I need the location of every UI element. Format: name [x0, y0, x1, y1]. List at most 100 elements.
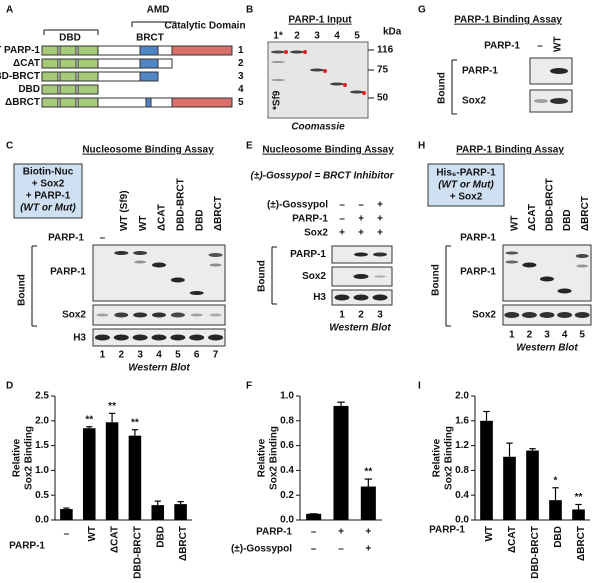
- condition-text: + PARP-1: [26, 191, 71, 202]
- lane-number: 4: [156, 350, 162, 361]
- bar: [333, 405, 349, 520]
- construct-number: 2: [238, 58, 244, 69]
- x-tick-label: ΔCAT: [507, 526, 518, 553]
- lane-header: DBD: [194, 209, 205, 231]
- bar: [105, 422, 119, 520]
- band: [353, 294, 369, 301]
- construct-number: 4: [238, 84, 244, 95]
- lane-number: 3: [377, 310, 383, 321]
- dbd-domain: [77, 84, 99, 95]
- dbd-domain: [41, 45, 59, 56]
- lane-number: 1: [509, 330, 515, 341]
- lane-number: 5: [175, 350, 181, 361]
- bound-label: Bound: [257, 260, 268, 292]
- method-label: Western Blot: [128, 363, 190, 374]
- bar: [503, 456, 516, 520]
- band: [152, 312, 166, 318]
- lane-header: ΔBRCT: [580, 196, 591, 231]
- condition-text: + Sox2: [32, 179, 65, 190]
- condition-mark: –: [338, 544, 344, 555]
- lane-number: 1: [339, 310, 345, 321]
- lane-number: 1: [100, 350, 106, 361]
- lane-number: 7: [213, 350, 219, 361]
- band: [534, 99, 548, 103]
- bar: [480, 420, 493, 520]
- lane-number: 3: [137, 350, 143, 361]
- lane-number: 4: [562, 330, 568, 341]
- y-axis-label: Relative: [257, 438, 268, 477]
- band: [189, 291, 204, 295]
- brct-domain: [139, 58, 159, 69]
- band: [575, 254, 589, 258]
- y-tick-label: 0.2: [280, 490, 294, 501]
- blot-label: H3: [313, 292, 326, 303]
- dbd-domain: [41, 84, 59, 95]
- band: [557, 288, 572, 294]
- y-tick-label: 1.2: [455, 440, 469, 451]
- panel-title: Nucleosome Binding Assay: [82, 145, 214, 156]
- panel-label: F: [246, 381, 252, 392]
- catalytic-domain: [171, 97, 233, 108]
- dbd-domain: [41, 71, 59, 82]
- bound-label: Bound: [431, 264, 442, 296]
- lane-number: 6: [194, 350, 200, 361]
- condition-text: (WT or Mut): [438, 180, 494, 191]
- blot-label: Sox2: [62, 310, 86, 321]
- panel-label: E: [246, 141, 253, 152]
- panel-label: A: [6, 5, 13, 16]
- lane-label: 1*: [273, 31, 283, 42]
- blot-label: PARP-1: [462, 66, 498, 77]
- bar: [151, 505, 165, 520]
- band: [372, 294, 388, 301]
- condition-text: + Sox2: [450, 192, 483, 203]
- condition-mark: +: [358, 214, 364, 225]
- band: [189, 334, 205, 341]
- x-tick-label: DBD-BRCT: [530, 526, 541, 579]
- band: [190, 313, 203, 317]
- band: [271, 79, 285, 81]
- bar: [82, 428, 96, 520]
- y-tick-label: 0.6: [280, 440, 294, 451]
- row-label: PARP-1: [256, 527, 292, 538]
- y-tick-label: 0.8: [455, 465, 469, 476]
- band: [114, 312, 129, 318]
- band: [374, 275, 386, 278]
- y-tick-label: 0.4: [280, 465, 294, 476]
- band: [170, 334, 186, 341]
- construct-number: 3: [238, 71, 244, 82]
- x-tick-label: ΔCAT: [110, 526, 121, 553]
- bar: [526, 450, 539, 520]
- panel-title: PARP-1 Binding Assay: [454, 15, 562, 26]
- y-tick-label: 0.0: [280, 515, 294, 526]
- domain-label: Catalytic Domain: [164, 21, 245, 32]
- lane-number: 2: [358, 310, 364, 321]
- condition-mark: –: [339, 200, 345, 211]
- bar: [360, 486, 376, 520]
- band: [310, 68, 324, 72]
- lane-header: ΔCAT: [157, 204, 168, 231]
- blot-label: PARP-1: [290, 249, 326, 260]
- blot-label: Sox2: [472, 310, 496, 321]
- dbd-domain: [41, 97, 59, 108]
- band: [133, 251, 148, 255]
- lane-header: DBD: [562, 209, 573, 231]
- y-axis-label: Sox2 Binding: [444, 426, 455, 490]
- lane-header: DBD-BRCT: [175, 178, 186, 231]
- dbd-domain: [77, 97, 99, 108]
- condition-mark: –: [358, 200, 364, 211]
- row-label: Sox2: [304, 228, 328, 239]
- note: *Sf9: [272, 90, 283, 110]
- band: [134, 260, 147, 264]
- lane-label: 5: [354, 31, 360, 42]
- x-tick-label: DBD: [553, 526, 564, 548]
- band: [539, 312, 555, 318]
- band: [113, 334, 129, 341]
- brct-domain: [139, 71, 159, 82]
- construct-number: 1: [238, 45, 244, 56]
- panel-title: PARP-1 Binding Assay: [456, 145, 564, 156]
- lane-label: 3: [314, 31, 320, 42]
- dbd-domain: [59, 45, 77, 56]
- blot: [502, 244, 592, 302]
- row-label: (±)-Gossypol: [267, 200, 328, 211]
